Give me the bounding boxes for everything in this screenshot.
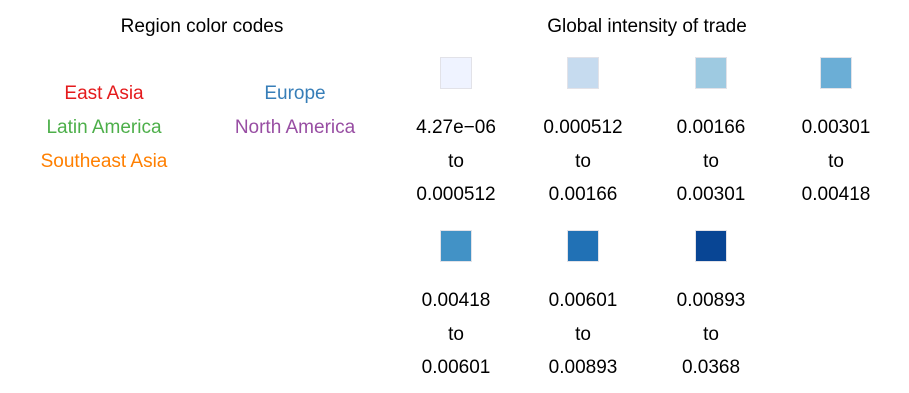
region-legend-title: Region color codes: [120, 16, 284, 37]
legend-range-connector: to: [703, 324, 719, 345]
legend-swatch: [440, 230, 472, 262]
region-latin-america: Latin America: [46, 117, 162, 138]
legend-swatch: [820, 57, 852, 89]
legend-range-from: 4.27e−06: [416, 117, 496, 138]
legend-swatch: [567, 57, 599, 89]
legend-range-to: 0.00166: [548, 184, 618, 205]
legend-swatch: [695, 230, 727, 262]
legend-range-from: 0.000512: [543, 117, 623, 138]
legend-range-to: 0.00301: [676, 184, 746, 205]
legend-range-connector: to: [448, 151, 464, 172]
region-europe: Europe: [264, 83, 326, 104]
legend-range-connector: to: [575, 151, 591, 172]
legend-range-connector: to: [448, 324, 464, 345]
legend-range-from: 0.00301: [801, 117, 871, 138]
intensity-legend-title: Global intensity of trade: [547, 16, 747, 37]
legend-range-connector: to: [828, 151, 844, 172]
legend-range-from: 0.00166: [676, 117, 746, 138]
region-north-america: North America: [234, 117, 356, 138]
legend-range-connector: to: [575, 324, 591, 345]
legend-range-from: 0.00893: [676, 290, 746, 311]
legend-range-to: 0.000512: [416, 184, 496, 205]
region-southeast-asia: Southeast Asia: [40, 151, 168, 172]
legend-range-to: 0.00418: [801, 184, 871, 205]
region-east-asia: East Asia: [64, 83, 144, 104]
legend-range-from: 0.00601: [548, 290, 618, 311]
legend-swatch: [440, 57, 472, 89]
legend-range-to: 0.00601: [421, 357, 491, 378]
legend-swatch: [567, 230, 599, 262]
legend-range-to: 0.0368: [681, 357, 741, 378]
legend-range-connector: to: [703, 151, 719, 172]
legend-range-from: 0.00418: [421, 290, 491, 311]
legend-swatch: [695, 57, 727, 89]
legend-range-to: 0.00893: [548, 357, 618, 378]
